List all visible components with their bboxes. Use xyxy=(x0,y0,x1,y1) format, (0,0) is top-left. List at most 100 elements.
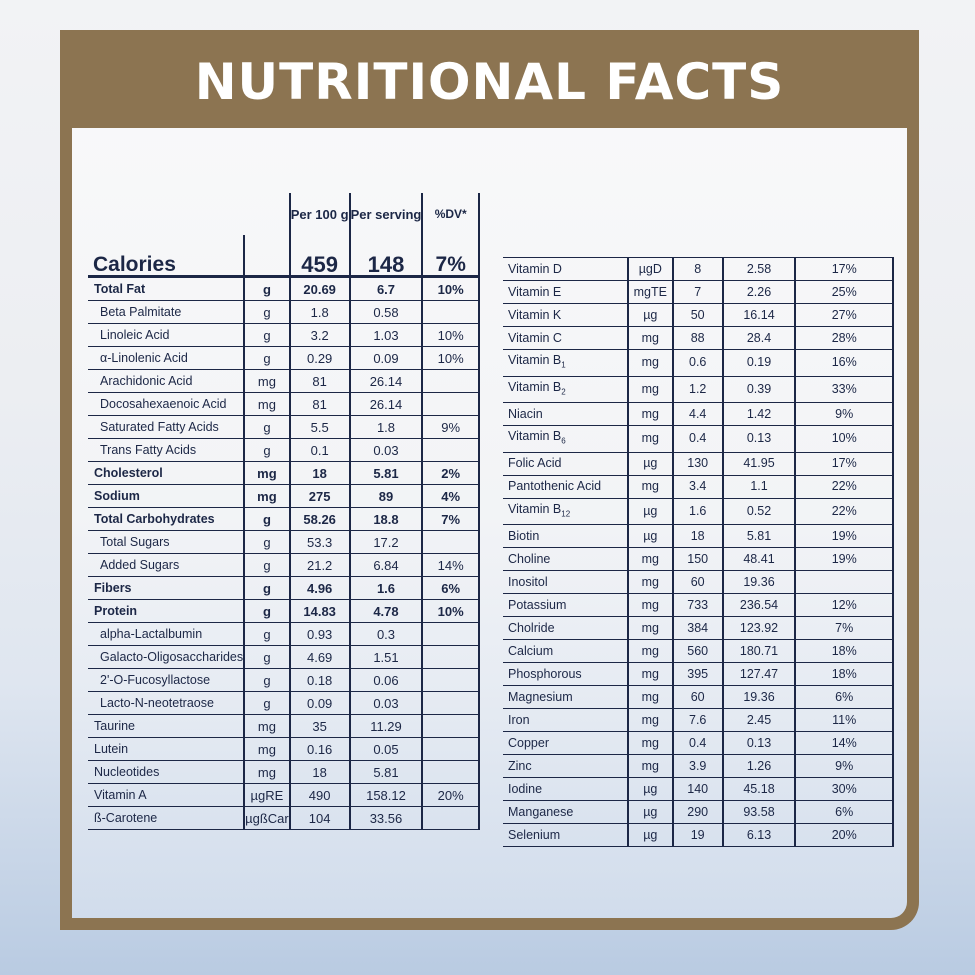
value-dv: 4% xyxy=(421,484,480,508)
nutrient-unit: µgRE xyxy=(243,783,290,807)
table-row: Protein g 14.83 4.78 10% xyxy=(88,599,480,623)
value-dv: 2% xyxy=(421,461,480,485)
nutrient-name: Vitamin B6 xyxy=(503,425,628,453)
value-per-100g: 130 xyxy=(671,452,723,476)
value-per-100g: 560 xyxy=(671,639,723,663)
table-row: Lutein mg 0.16 0.05 xyxy=(88,737,480,761)
table-row: Biotin µg 18 5.81 19% xyxy=(503,524,894,548)
table-row: Folic Acid µg 130 41.95 17% xyxy=(503,452,894,476)
table-row: Vitamin D µgD 8 2.58 17% xyxy=(503,257,894,281)
nutrient-name: Potassium xyxy=(503,593,628,617)
value-dv xyxy=(421,438,480,462)
value-dv xyxy=(421,645,480,669)
table-row: Copper mg 0.4 0.13 14% xyxy=(503,731,894,755)
nutrient-name-text: Pantothenic Acid xyxy=(508,479,602,493)
value-per-serving: 6.84 xyxy=(348,553,423,577)
value-dv: 28% xyxy=(794,326,894,350)
value-dv xyxy=(421,392,480,416)
header-per-serving: Per serving xyxy=(348,193,423,235)
nutrient-name: Sodium xyxy=(88,484,245,508)
nutrient-name: Vitamin C xyxy=(503,326,628,350)
value-per-100g: 0.93 xyxy=(288,622,350,646)
value-per-serving: 16.14 xyxy=(721,303,796,327)
nutrient-unit: g xyxy=(243,622,290,646)
table-row: Vitamin B6 mg 0.4 0.13 10% xyxy=(503,425,894,453)
value-per-100g: 104 xyxy=(288,806,350,830)
nutrient-name: 2'-O-Fucosyllactose xyxy=(88,668,245,692)
nutrient-unit: mg xyxy=(626,425,673,453)
value-per-serving: 236.54 xyxy=(721,593,796,617)
table-row: Lacto-N-neotetraose g 0.09 0.03 xyxy=(88,691,480,715)
nutrient-name: Vitamin B12 xyxy=(503,498,628,525)
nutrient-unit: mg xyxy=(243,461,290,485)
value-per-serving: 5.81 xyxy=(348,461,423,485)
nutrient-name-text: Magnesium xyxy=(508,689,573,704)
value-per-100g: 733 xyxy=(671,593,723,617)
value-per-100g: 290 xyxy=(671,800,723,824)
value-per-100g: 50 xyxy=(671,303,723,327)
value-per-100g: 490 xyxy=(288,783,350,807)
value-per-serving: 0.05 xyxy=(348,737,423,761)
value-dv xyxy=(421,691,480,715)
nutrient-name-text: Copper xyxy=(508,735,549,750)
nutrient-name: Total Carbohydrates xyxy=(88,507,245,531)
value-per-100g: 81 xyxy=(288,392,350,416)
value-dv: 19% xyxy=(794,547,894,571)
value-per-serving: 41.95 xyxy=(721,452,796,476)
table-row: Inositol mg 60 19.36 xyxy=(503,570,894,594)
value-per-100g: 58.26 xyxy=(288,507,350,531)
nutrient-name: Copper xyxy=(503,731,628,755)
nutrient-unit: mg xyxy=(243,760,290,784)
value-per-serving: 127.47 xyxy=(721,662,796,686)
value-dv: 14% xyxy=(421,553,480,577)
table-row: Saturated Fatty Acids g 5.5 1.8 9% xyxy=(88,415,480,439)
value-per-100g: 150 xyxy=(671,547,723,571)
value-dv: 33% xyxy=(794,376,894,403)
nutrient-unit: mg xyxy=(626,639,673,663)
table-row: Sodium mg 275 89 4% xyxy=(88,484,480,508)
nutrient-name: Iodine xyxy=(503,777,628,801)
nutrient-name-text: Phosphorous xyxy=(508,666,582,681)
nutrient-name: Vitamin K xyxy=(503,303,628,327)
nutrient-unit: mg xyxy=(626,376,673,403)
value-per-100g: 4.69 xyxy=(288,645,350,669)
nutrient-unit: mg xyxy=(243,714,290,738)
value-dv: 7% xyxy=(794,616,894,640)
header-dv: %DV* xyxy=(421,193,480,235)
nutrient-name-text: Biotin xyxy=(508,528,540,543)
value-per-serving: 1.51 xyxy=(348,645,423,669)
value-dv xyxy=(794,570,894,594)
nutrient-unit: mg xyxy=(626,593,673,617)
nutrient-name-text: Folic Acid xyxy=(508,456,562,470)
nutrient-unit: mg xyxy=(243,392,290,416)
table-row: Cholride mg 384 123.92 7% xyxy=(503,616,894,640)
nutrient-name: Linoleic Acid xyxy=(88,323,245,347)
value-dv xyxy=(421,806,480,830)
value-dv: 17% xyxy=(794,452,894,476)
value-dv: 9% xyxy=(794,754,894,778)
nutrition-table-left: Per 100 g Per serving %DV* Calories 459 … xyxy=(88,193,480,830)
value-per-100g: 5.5 xyxy=(288,415,350,439)
value-dv: 11% xyxy=(794,708,894,732)
value-per-serving: 19.36 xyxy=(721,685,796,709)
nutrient-subscript: 2 xyxy=(561,387,566,396)
value-per-serving: 89 xyxy=(348,484,423,508)
nutrient-subscript: 12 xyxy=(561,509,571,518)
nutrient-name-text: Vitamin C xyxy=(508,330,562,345)
value-dv: 10% xyxy=(421,599,480,623)
value-per-100g: 4.4 xyxy=(671,402,723,426)
table-row: ß-Carotene µgßCar 104 33.56 xyxy=(88,806,480,830)
value-per-100g: 140 xyxy=(671,777,723,801)
value-per-serving: 11.29 xyxy=(348,714,423,738)
nutrient-name-text: Cholride xyxy=(508,620,555,635)
nutrient-unit: g xyxy=(243,645,290,669)
value-per-serving: 1.03 xyxy=(348,323,423,347)
nutrient-unit: µg xyxy=(626,524,673,548)
header-per-100g: Per 100 g xyxy=(288,193,350,235)
value-per-100g: 18 xyxy=(671,524,723,548)
value-per-serving: 0.52 xyxy=(721,498,796,525)
value-dv: 7% xyxy=(421,507,480,531)
calories-per-100g: 459 xyxy=(288,235,350,278)
table-row: Cholesterol mg 18 5.81 2% xyxy=(88,461,480,485)
